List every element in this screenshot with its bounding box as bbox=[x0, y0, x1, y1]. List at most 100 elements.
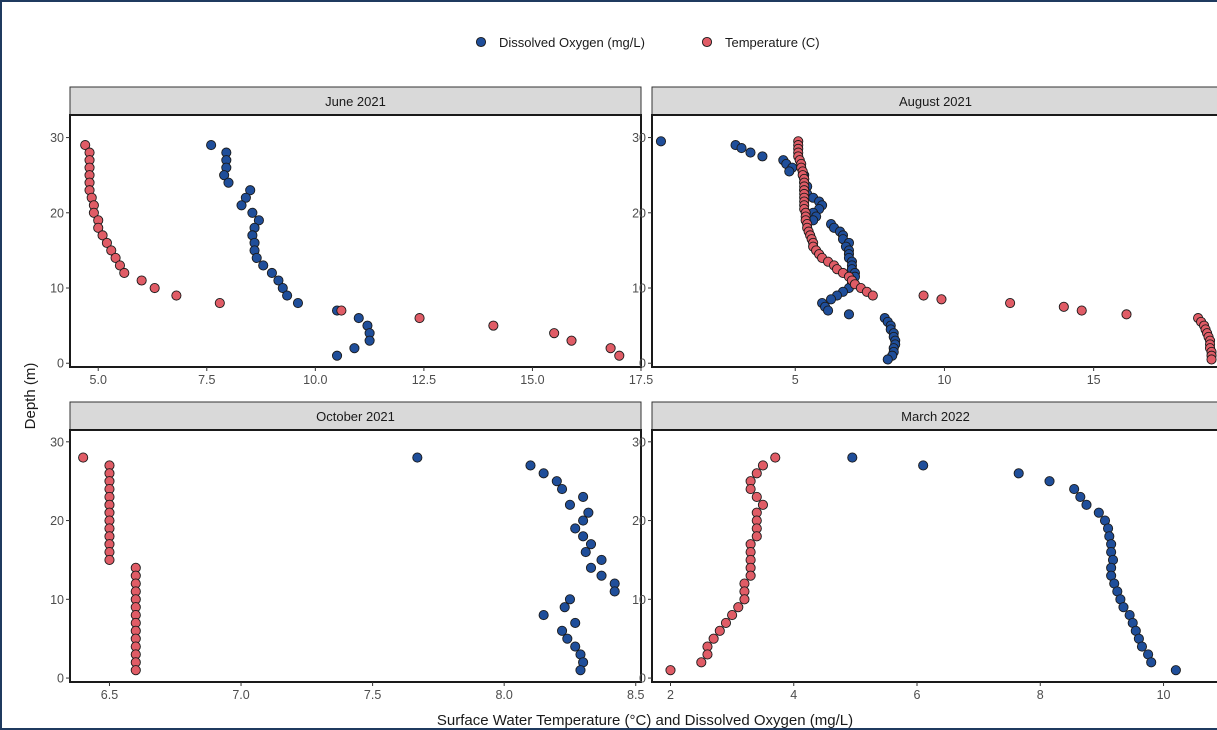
x-tick-label: 6.5 bbox=[101, 688, 118, 702]
data-point-oxygen bbox=[580, 547, 591, 558]
data-point-temperature bbox=[114, 260, 125, 271]
x-tick-label: 2 bbox=[667, 688, 674, 702]
data-point-temperature bbox=[696, 657, 707, 668]
y-tick-label: 10 bbox=[50, 282, 64, 296]
data-point-oxygen bbox=[843, 309, 855, 320]
x-tick-label: 15.0 bbox=[520, 373, 544, 387]
x-tick-label: 12.5 bbox=[412, 373, 436, 387]
x-tick-label: 5.0 bbox=[90, 373, 107, 387]
data-point-oxygen bbox=[1146, 657, 1157, 668]
facet-title: August 2021 bbox=[899, 94, 972, 109]
data-point-temperature bbox=[714, 625, 725, 636]
data-point-oxygen bbox=[570, 523, 581, 534]
data-point-temperature bbox=[720, 617, 732, 628]
x-tick-label: 4 bbox=[790, 688, 797, 702]
data-point-oxygen bbox=[826, 294, 837, 305]
facet-strip bbox=[651, 86, 1217, 116]
data-point-oxygen bbox=[1170, 665, 1181, 676]
data-point-oxygen bbox=[282, 290, 293, 301]
legend-swatch-oxygen bbox=[475, 36, 487, 48]
data-point-oxygen bbox=[247, 207, 258, 218]
x-tick-label: 10 bbox=[1157, 688, 1171, 702]
x-tick-label: 10 bbox=[937, 373, 951, 387]
data-point-temperature bbox=[106, 245, 117, 256]
panel-border bbox=[651, 429, 1217, 683]
data-point-oxygen bbox=[1118, 602, 1129, 613]
data-point-oxygen bbox=[575, 665, 586, 676]
panel-border bbox=[651, 114, 1217, 368]
x-tick-label: 8.5 bbox=[627, 688, 644, 702]
data-point-temperature bbox=[110, 252, 121, 263]
data-point-temperature bbox=[104, 554, 115, 565]
x-tick-label: 17.5 bbox=[629, 373, 653, 387]
data-point-oxygen bbox=[245, 185, 256, 196]
data-point-temperature bbox=[708, 633, 719, 644]
data-point-temperature bbox=[93, 222, 104, 233]
facet-title: October 2021 bbox=[316, 409, 395, 424]
panel-border bbox=[69, 429, 642, 683]
y-axis-title: Depth (m) bbox=[22, 363, 39, 430]
y-tick-label: 20 bbox=[50, 206, 64, 220]
panel-june-2021: June 2021 5.0 7.5 10.0 12.5 15.0 17.5 0 10 20 30 bbox=[50, 86, 653, 387]
data-point-temperature bbox=[171, 290, 182, 301]
data-point-temperature bbox=[605, 343, 616, 354]
data-point-oxygen bbox=[745, 147, 756, 158]
legend: Dissolved Oxygen (mg/L) Temperature (C) bbox=[475, 35, 820, 50]
data-point-temperature bbox=[1058, 301, 1069, 312]
data-point-temperature bbox=[80, 140, 91, 151]
y-tick-label: 0 bbox=[57, 672, 64, 686]
data-point-temperature bbox=[1206, 354, 1217, 365]
y-tick-label: 0 bbox=[639, 672, 646, 686]
data-point-oxygen bbox=[1075, 491, 1086, 502]
data-point-temperature bbox=[702, 649, 713, 660]
x-tick-label: 7.5 bbox=[198, 373, 215, 387]
y-tick-label: 10 bbox=[50, 593, 64, 607]
data-point-temperature bbox=[1076, 305, 1087, 316]
data-point-oxygen bbox=[823, 305, 834, 316]
data-point-temperature bbox=[214, 298, 225, 309]
data-point-oxygen bbox=[847, 452, 858, 463]
data-point-oxygen bbox=[918, 460, 929, 471]
facet-strip bbox=[69, 401, 642, 431]
y-tick-label: 0 bbox=[639, 357, 646, 371]
data-point-temperature bbox=[614, 350, 625, 361]
data-point-temperature bbox=[549, 328, 560, 339]
x-tick-label: 6 bbox=[914, 688, 921, 702]
x-axis-title: Surface Water Temperature (°C) and Disso… bbox=[437, 712, 853, 729]
data-point-oxygen bbox=[596, 554, 607, 565]
data-point-oxygen bbox=[1013, 468, 1024, 479]
data-point-oxygen bbox=[557, 625, 568, 636]
legend-swatch-temperature bbox=[701, 36, 713, 48]
y-tick-label: 0 bbox=[57, 357, 64, 371]
data-point-oxygen bbox=[551, 476, 562, 487]
data-point-oxygen bbox=[331, 350, 343, 361]
x-tick-label: 8.0 bbox=[495, 688, 512, 702]
data-point-oxygen bbox=[251, 252, 262, 263]
x-tick-label: 7.0 bbox=[232, 688, 249, 702]
data-point-oxygen bbox=[564, 499, 576, 510]
data-point-temperature bbox=[78, 452, 89, 463]
y-tick-label: 30 bbox=[50, 131, 64, 145]
data-point-oxygen bbox=[353, 313, 364, 324]
data-point-temperature bbox=[1121, 309, 1132, 320]
data-point-oxygen bbox=[223, 177, 234, 188]
y-tick-label: 30 bbox=[632, 131, 646, 145]
data-point-oxygen bbox=[1081, 499, 1092, 510]
data-point-oxygen bbox=[583, 507, 594, 518]
data-point-oxygen bbox=[609, 586, 620, 597]
panel-border bbox=[69, 114, 642, 368]
data-point-temperature bbox=[1005, 298, 1016, 309]
y-tick-label: 10 bbox=[632, 593, 646, 607]
data-point-temperature bbox=[757, 460, 768, 471]
x-tick-label: 7.5 bbox=[364, 688, 381, 702]
data-point-oxygen bbox=[206, 140, 217, 151]
data-point-oxygen bbox=[562, 633, 573, 644]
data-point-oxygen bbox=[882, 354, 893, 365]
data-point-oxygen bbox=[596, 570, 607, 581]
data-point-oxygen bbox=[266, 267, 277, 279]
y-tick-label: 20 bbox=[50, 514, 64, 528]
data-point-oxygen bbox=[364, 335, 375, 346]
data-point-oxygen bbox=[578, 491, 589, 502]
data-point-oxygen bbox=[538, 610, 549, 621]
x-tick-label: 15 bbox=[1087, 373, 1101, 387]
